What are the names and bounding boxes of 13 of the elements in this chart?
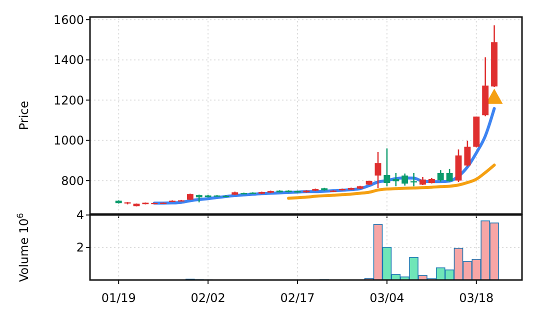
- y-axis-title: Price: [17, 100, 31, 130]
- x-tick-label: 02/02: [190, 291, 226, 305]
- y-tick-label: 1400: [53, 53, 84, 68]
- y-tick-label: 800: [61, 174, 84, 188]
- y-tick-label: 1600: [53, 12, 84, 27]
- y-tick-label: 1000: [53, 134, 84, 148]
- x-tick-label: 03/04: [370, 291, 404, 305]
- x-tick-label: 02/17: [280, 291, 315, 305]
- y-tick-label: 2: [76, 240, 84, 255]
- y-tick-label: 1200: [53, 93, 84, 108]
- x-tick-label: 01/19: [101, 291, 136, 305]
- y-tick-label: 4: [76, 208, 84, 222]
- x-tick-label: 03/18: [459, 291, 494, 305]
